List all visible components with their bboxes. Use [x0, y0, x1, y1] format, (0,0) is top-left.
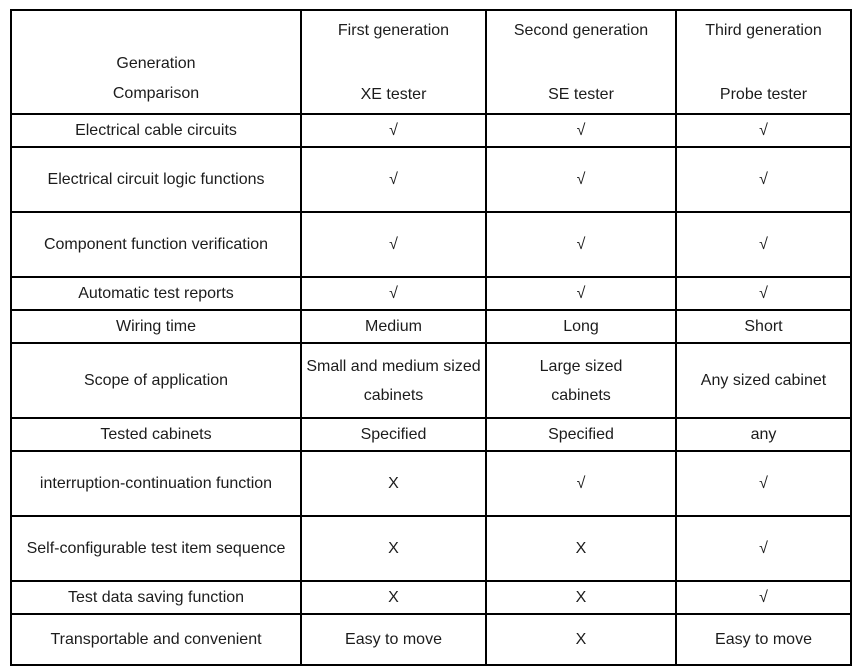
- value-cell: √: [300, 146, 487, 213]
- value-cell: √: [675, 515, 852, 582]
- value-cell: Small and medium sized cabinets: [300, 342, 487, 419]
- header-cell-third-generation: Third generation Probe tester: [675, 9, 852, 115]
- tester-label: Probe tester: [719, 86, 808, 103]
- table-row-wiring-time: Wiring time Medium Long Short: [10, 309, 852, 344]
- feature-cell: Test data saving function: [10, 580, 302, 615]
- table-row-component-function-verification: Component function verification √ √ √: [10, 211, 852, 278]
- table-row-electrical-circuit-logic-functions: Electrical circuit logic functions √ √ √: [10, 146, 852, 213]
- feature-cell: Scope of application: [10, 342, 302, 419]
- value-cell: √: [485, 211, 677, 278]
- value-cell: Short: [675, 309, 852, 344]
- value-cell: √: [485, 146, 677, 213]
- value-cell: Easy to move: [675, 613, 852, 666]
- value-cell: Medium: [300, 309, 487, 344]
- value-cell: X: [300, 515, 487, 582]
- feature-cell: Wiring time: [10, 309, 302, 344]
- value-cell: any: [675, 417, 852, 452]
- value-cell: √: [675, 113, 852, 148]
- value-cell: Any sized cabinet: [675, 342, 852, 419]
- generation-comparison-table: Generation Comparison First generation X…: [10, 9, 852, 666]
- value-cell: √: [675, 276, 852, 311]
- tester-label: SE tester: [548, 86, 614, 103]
- feature-cell: Tested cabinets: [10, 417, 302, 452]
- value-cell: √: [675, 146, 852, 213]
- value-cell: X: [300, 450, 487, 517]
- value-cell: √: [300, 113, 487, 148]
- corner-line-1: Generation: [116, 55, 196, 72]
- value-cell: √: [675, 450, 852, 517]
- value-cell: X: [485, 613, 677, 666]
- tester-label: XE tester: [360, 86, 427, 103]
- value-cell: Specified: [485, 417, 677, 452]
- value-cell: Long: [485, 309, 677, 344]
- feature-cell: Self-configurable test item sequence: [10, 515, 302, 582]
- value-cell: Easy to move: [300, 613, 487, 666]
- value-cell: Specified: [300, 417, 487, 452]
- value-cell: X: [300, 580, 487, 615]
- table-row-automatic-test-reports: Automatic test reports √ √ √: [10, 276, 852, 311]
- header-row: Generation Comparison First generation X…: [10, 9, 852, 115]
- generation-label: First generation: [337, 22, 450, 39]
- value-cell: √: [485, 450, 677, 517]
- value-cell: X: [485, 580, 677, 615]
- value-cell: √: [300, 276, 487, 311]
- value-cell: √: [675, 580, 852, 615]
- value-cell: √: [675, 211, 852, 278]
- table-row-test-data-saving-function: Test data saving function X X √: [10, 580, 852, 615]
- value-cell: Large sized cabinets: [485, 342, 677, 419]
- value-cell: √: [485, 276, 677, 311]
- table-row-transportable-and-convenient: Transportable and convenient Easy to mov…: [10, 613, 852, 666]
- header-cell-second-generation: Second generation SE tester: [485, 9, 677, 115]
- table-row-self-configurable-test-item-sequence: Self-configurable test item sequence X X…: [10, 515, 852, 582]
- generation-label: Second generation: [513, 22, 649, 39]
- corner-header: Generation Comparison: [13, 12, 299, 112]
- value-cell: X: [485, 515, 677, 582]
- value-cell: √: [300, 211, 487, 278]
- feature-cell: Component function verification: [10, 211, 302, 278]
- value-cell: √: [485, 113, 677, 148]
- corner-line-2: Comparison: [112, 85, 200, 102]
- feature-cell: Transportable and convenient: [10, 613, 302, 666]
- feature-cell: Automatic test reports: [10, 276, 302, 311]
- table-row-interruption-continuation-function: interruption-continuation function X √ √: [10, 450, 852, 517]
- table-row-electrical-cable-circuits: Electrical cable circuits √ √ √: [10, 113, 852, 148]
- feature-cell: Electrical cable circuits: [10, 113, 302, 148]
- feature-cell: interruption-continuation function: [10, 450, 302, 517]
- header-cell-first-generation: First generation XE tester: [300, 9, 487, 115]
- feature-cell: Electrical circuit logic functions: [10, 146, 302, 213]
- table-row-tested-cabinets: Tested cabinets Specified Specified any: [10, 417, 852, 452]
- table-row-scope-of-application: Scope of application Small and medium si…: [10, 342, 852, 419]
- generation-label: Third generation: [705, 22, 822, 39]
- corner-header-cell: Generation Comparison: [10, 9, 302, 115]
